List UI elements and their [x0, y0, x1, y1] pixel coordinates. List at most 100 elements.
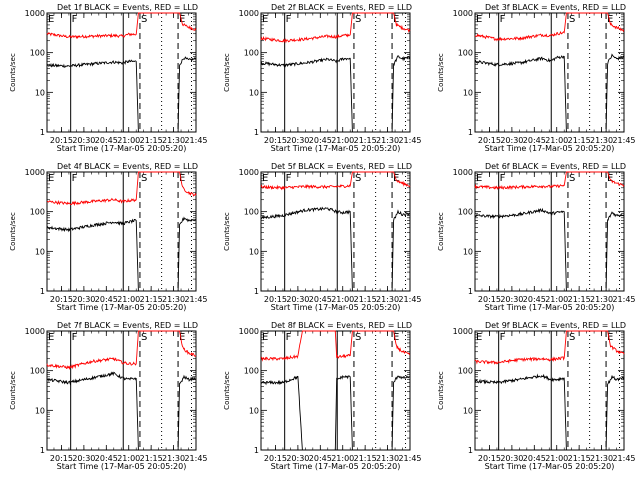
- x-tick-label: 20:30: [500, 454, 523, 463]
- event-marker-label: E: [476, 332, 482, 343]
- x-tick-label: 20:15: [50, 136, 73, 145]
- event-marker-label: E: [48, 332, 54, 343]
- y-tick-label: 10: [463, 247, 473, 256]
- y-tick-label: 10: [35, 406, 45, 415]
- x-tick-label: 20:30: [286, 454, 309, 463]
- x-tick-label: 20:15: [478, 295, 501, 304]
- x-tick-label: 21:30: [376, 454, 399, 463]
- y-tick-label: 100: [30, 367, 45, 376]
- event-marker-label: F: [286, 332, 292, 343]
- event-marker-label: E: [179, 173, 185, 184]
- x-tick-label: 21:45: [612, 136, 635, 145]
- event-marker-label: S: [355, 173, 361, 184]
- event-marker-label: F: [500, 173, 506, 184]
- y-tick-label: 100: [30, 208, 45, 217]
- events-series-line: [260, 55, 411, 133]
- plot-frame: [46, 330, 197, 451]
- x-tick-label: 21:00: [331, 295, 354, 304]
- event-marker-label: E: [48, 173, 54, 184]
- x-axis-label: Start Time (17-Mar-05 20:05:20): [485, 303, 615, 312]
- events-series-line: [46, 216, 197, 292]
- x-tick-label: 20:45: [523, 295, 546, 304]
- event-marker-label: E: [262, 14, 268, 25]
- event-marker-label: E: [393, 332, 399, 343]
- x-axis-label: Start Time (17-Mar-05 20:05:20): [485, 144, 615, 153]
- y-axis-label: Counts/sec: [437, 212, 445, 251]
- detector-panel-4: Det 4f BLACK = Events, RED = LLD 1 10 100 10…: [9, 162, 208, 312]
- x-tick-label: 21:45: [184, 136, 207, 145]
- plot-frame: [46, 12, 197, 133]
- x-tick-label: 20:45: [309, 136, 332, 145]
- y-tick-label: 100: [458, 208, 473, 217]
- events-series-line: [260, 206, 411, 292]
- events-series-line: [474, 207, 625, 292]
- event-marker-label: E: [607, 14, 613, 25]
- y-axis-label: Counts/sec: [437, 53, 445, 92]
- y-tick-label: 10: [249, 406, 259, 415]
- y-axis-label: Counts/sec: [223, 53, 231, 92]
- x-tick-label: 20:30: [286, 295, 309, 304]
- y-tick-label: 1: [254, 446, 259, 455]
- lld-series-line: [46, 330, 197, 370]
- x-tick-label: 21:00: [117, 454, 140, 463]
- x-tick-label: 21:00: [117, 295, 140, 304]
- event-marker-label: F: [72, 332, 78, 343]
- event-marker-label: F: [286, 173, 292, 184]
- y-tick-label: 100: [244, 208, 259, 217]
- events-series-line: [474, 53, 625, 133]
- x-tick-label: 20:15: [50, 454, 73, 463]
- y-tick-label: 1000: [453, 168, 473, 177]
- detector-panel-7: Det 7f BLACK = Events, RED = LLD 1 10 100 10…: [9, 321, 208, 471]
- y-tick-label: 1: [468, 287, 473, 296]
- x-tick-label: 21:30: [590, 454, 613, 463]
- x-tick-label: 21:45: [398, 136, 421, 145]
- detector-panel-1: Det 1f BLACK = Events, RED = LLD 1 10 100 10…: [9, 3, 208, 153]
- y-axis-label: Counts/sec: [437, 371, 445, 410]
- x-tick-label: 20:30: [286, 136, 309, 145]
- events-series-line: [46, 56, 197, 133]
- y-tick-label: 1000: [239, 327, 259, 336]
- y-tick-label: 10: [35, 247, 45, 256]
- x-axis-label: Start Time (17-Mar-05 20:05:20): [57, 462, 187, 471]
- detector-panel-9: Det 9f BLACK = Events, RED = LLD 1 10 100 10…: [437, 321, 636, 471]
- x-tick-label: 21:45: [398, 295, 421, 304]
- y-tick-label: 10: [463, 406, 473, 415]
- panel-title: Det 7f BLACK = Events, RED = LLD: [57, 321, 198, 330]
- x-tick-label: 21:30: [590, 295, 613, 304]
- x-tick-label: 20:15: [478, 136, 501, 145]
- event-marker-label: E: [179, 332, 185, 343]
- x-tick-label: 20:45: [95, 454, 118, 463]
- y-axis-label: Counts/sec: [9, 53, 17, 92]
- lld-series-line: [474, 12, 625, 42]
- x-tick-label: 20:15: [478, 454, 501, 463]
- event-marker-label: S: [141, 173, 147, 184]
- y-tick-label: 1000: [239, 9, 259, 18]
- panel-title: Det 4f BLACK = Events, RED = LLD: [57, 162, 198, 171]
- event-marker-label: E: [476, 14, 482, 25]
- y-tick-label: 1: [40, 446, 45, 455]
- event-marker-label: S: [141, 332, 147, 343]
- events-series-line: [474, 373, 625, 451]
- x-tick-label: 20:45: [95, 136, 118, 145]
- x-tick-label: 21:00: [545, 136, 568, 145]
- x-tick-label: 20:30: [72, 295, 95, 304]
- x-tick-label: 20:15: [264, 454, 287, 463]
- event-marker-label: S: [355, 14, 361, 25]
- plot-frame: [260, 171, 411, 292]
- event-marker-label: E: [48, 14, 54, 25]
- x-axis-label: Start Time (17-Mar-05 20:05:20): [57, 303, 187, 312]
- y-tick-label: 1000: [453, 9, 473, 18]
- panel-title: Det 5f BLACK = Events, RED = LLD: [271, 162, 412, 171]
- y-tick-label: 1: [468, 446, 473, 455]
- lld-series-line: [47, 171, 197, 207]
- event-marker-label: E: [607, 332, 613, 343]
- y-tick-label: 100: [244, 367, 259, 376]
- y-tick-label: 10: [249, 247, 259, 256]
- detector-panel-8: Det 8f BLACK = Events, RED = LLD 1 10 100 10…: [223, 321, 422, 471]
- x-axis-label: Start Time (17-Mar-05 20:05:20): [271, 144, 401, 153]
- detector-panel-2: Det 2f BLACK = Events, RED = LLD 1 10 100 10…: [223, 3, 422, 153]
- event-marker-label: E: [179, 14, 185, 25]
- event-marker-label: F: [72, 14, 78, 25]
- x-tick-label: 20:15: [50, 295, 73, 304]
